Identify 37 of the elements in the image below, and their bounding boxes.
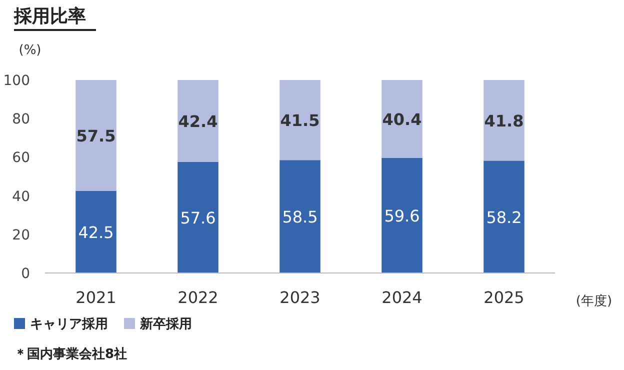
legend-label: 新卒採用 [139,316,192,332]
bar [76,190,116,273]
y-tick-label: 100 [3,73,30,89]
bar [178,162,218,273]
data-label: 57.5 [76,126,116,146]
bar [280,160,320,273]
bar [484,80,524,161]
x-tick-label: 2024 [382,288,422,307]
x-tick-label: 2025 [484,288,524,307]
x-tick-label: 2021 [76,288,116,307]
data-label: 57.6 [180,208,216,228]
bar [382,80,422,158]
legend-label: キャリア採用 [30,317,108,332]
bar [178,80,218,162]
y-tick-label: 40 [12,188,30,205]
y-tick-label: 60 [12,150,30,166]
y-tick-label: 80 [12,112,30,128]
data-label: 42.4 [178,112,218,131]
data-label: 41.5 [280,111,320,130]
bar [382,158,422,273]
data-label: 58.2 [486,208,522,227]
bar [484,160,524,273]
x-axis-title: (年度) [576,293,612,309]
data-label: 58.5 [282,208,318,227]
bar [280,80,320,160]
y-tick-label: 20 [12,227,30,244]
chart-title: 採用比率 [13,6,86,27]
text: ＊国内事業会社8社 [14,346,128,362]
bar [76,80,116,191]
data-label: 59.6 [384,206,420,226]
x-tick-label: 2023 [280,288,320,307]
y-axis-title: (%) [18,43,42,58]
data-label: 41.8 [484,111,524,130]
data-label: 42.5 [78,222,114,242]
y-tick-label: 0 [21,266,30,282]
data-label: 40.4 [382,110,422,129]
x-tick-label: 2022 [178,288,218,307]
